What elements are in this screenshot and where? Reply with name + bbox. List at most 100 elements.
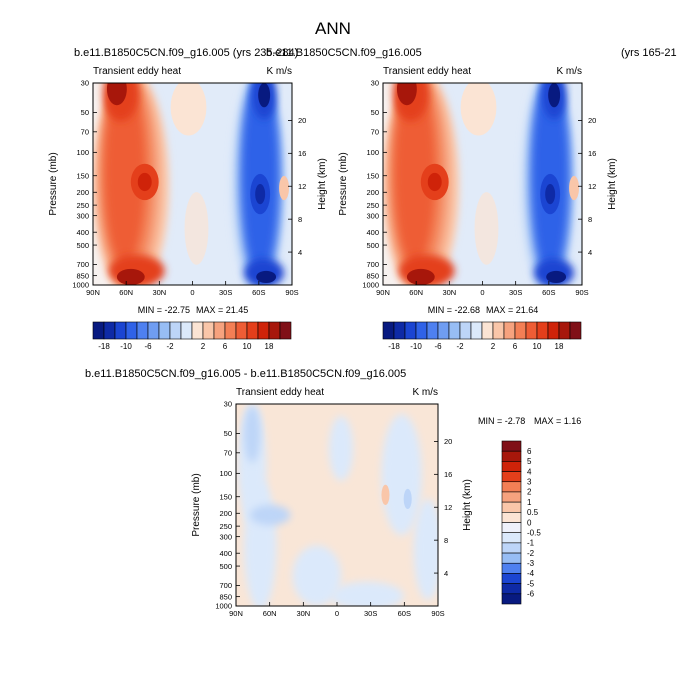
y-tick-label: 250 bbox=[219, 522, 232, 531]
x-tick-label: 90S bbox=[575, 288, 588, 297]
colorbar-swatch bbox=[257, 321, 270, 340]
contour-band bbox=[250, 504, 291, 526]
y-tick-label: 200 bbox=[76, 188, 89, 197]
y-tick-label: 70 bbox=[371, 128, 379, 137]
colorbar-swatch bbox=[426, 321, 439, 340]
colorbar-swatch bbox=[501, 461, 522, 472]
colorbar-swatch bbox=[501, 481, 522, 493]
panel-difference: b.e11.B1850C5CN.f09_g16.005 - b.e11.B185… bbox=[85, 368, 581, 618]
colorbar-label: 6 bbox=[223, 342, 228, 351]
x-tick-label: 30S bbox=[219, 288, 232, 297]
x-tick-label: 0 bbox=[190, 288, 194, 297]
panel2-ylabel-right: Height (km) bbox=[607, 158, 618, 210]
colorbar-swatch bbox=[547, 321, 560, 340]
colorbar-swatch bbox=[501, 450, 522, 462]
y-tick-label: 300 bbox=[76, 211, 89, 220]
panel2-max: MAX = 21.64 bbox=[486, 305, 538, 315]
panel2-axes: 90N 60N 30N 0 30S 60S 90S 30 50 70 100 150 200 250300… bbox=[362, 79, 596, 297]
colorbar-swatch bbox=[459, 321, 472, 340]
x-tick-label: 60N bbox=[119, 288, 133, 297]
y-tick-label: 400 bbox=[76, 228, 89, 237]
colorbar-label: -2 bbox=[456, 342, 464, 351]
contour-band bbox=[545, 184, 556, 205]
y-tick-label: 100 bbox=[76, 148, 89, 157]
colorbar-swatch bbox=[158, 321, 171, 340]
colorbar-label: -2 bbox=[527, 549, 535, 558]
contour-band bbox=[258, 83, 271, 108]
figure-title: ANN bbox=[315, 19, 351, 38]
colorbar-label: 4 bbox=[527, 467, 532, 476]
height-tick-label: 16 bbox=[588, 149, 596, 158]
colorbar-swatch bbox=[525, 321, 538, 340]
colorbar-swatch bbox=[224, 321, 237, 340]
colorbar-label: 2 bbox=[491, 342, 496, 351]
x-tick-label: 30S bbox=[509, 288, 522, 297]
contour-band bbox=[106, 83, 127, 106]
colorbar-swatch bbox=[393, 321, 406, 340]
height-tick-label: 8 bbox=[444, 536, 448, 545]
height-tick-label: 20 bbox=[444, 437, 452, 446]
colorbar-label: -18 bbox=[388, 342, 400, 351]
panel2-field bbox=[383, 83, 582, 285]
x-tick-label: 60S bbox=[398, 609, 411, 618]
colorbar-label: 10 bbox=[533, 342, 542, 351]
y-tick-label: 850 bbox=[366, 271, 379, 280]
colorbar-label: -4 bbox=[527, 569, 535, 578]
panel1-colorbar: -18 -10 -6 -2 2 6 10 18 bbox=[92, 321, 292, 351]
height-tick-label: 16 bbox=[298, 149, 306, 158]
colorbar-swatch bbox=[415, 321, 428, 340]
x-tick-label: 60S bbox=[542, 288, 555, 297]
y-tick-label: 150 bbox=[219, 492, 232, 501]
y-tick-label: 30 bbox=[371, 79, 379, 88]
panel1-ylabel: Pressure (mb) bbox=[48, 152, 59, 215]
panel1-axes: 90N 60N 30N 0 30S 60S 90S 30 50 70 100 150 200 250300… bbox=[72, 79, 306, 297]
panel1-units: K m/s bbox=[266, 66, 292, 77]
contour-band bbox=[396, 83, 417, 106]
contour-band bbox=[548, 83, 561, 108]
y-tick-label: 500 bbox=[76, 241, 89, 250]
colorbar-swatch bbox=[501, 471, 522, 483]
colorbar-label: 18 bbox=[265, 342, 274, 351]
colorbar-swatch bbox=[501, 512, 522, 523]
colorbar-swatch bbox=[501, 552, 522, 564]
height-tick-label: 12 bbox=[298, 182, 306, 191]
panel2-units: K m/s bbox=[556, 66, 582, 77]
x-tick-label: 90S bbox=[431, 609, 444, 618]
colorbar-swatch bbox=[501, 562, 522, 574]
colorbar-swatch bbox=[191, 321, 204, 340]
y-tick-label: 100 bbox=[366, 148, 379, 157]
contour-band bbox=[403, 488, 412, 510]
y-tick-label: 70 bbox=[81, 128, 89, 137]
colorbar-label: -1 bbox=[527, 539, 535, 548]
colorbar-swatch bbox=[501, 583, 522, 595]
colorbar-swatch bbox=[92, 321, 105, 340]
y-tick-label: 300 bbox=[366, 211, 379, 220]
y-tick-label: 50 bbox=[81, 108, 89, 117]
contour-band bbox=[279, 175, 290, 201]
colorbar-swatch bbox=[169, 321, 182, 340]
contour-band bbox=[328, 416, 354, 481]
y-tick-label: 30 bbox=[81, 79, 89, 88]
x-tick-label: 30N bbox=[152, 288, 166, 297]
colorbar-label: 2 bbox=[527, 488, 532, 497]
contour-band bbox=[460, 83, 497, 136]
panel2-min: MIN = -22.68 bbox=[428, 305, 480, 315]
height-tick-label: 12 bbox=[444, 503, 452, 512]
height-tick-label: 4 bbox=[298, 248, 302, 257]
colorbar-label: 0 bbox=[527, 518, 532, 527]
colorbar-swatch bbox=[501, 501, 522, 513]
contour-band bbox=[170, 83, 207, 136]
panel-case1: Transient eddy heat K m/s 90N 60N 30N 0 30S 6… bbox=[48, 66, 328, 351]
contour-band bbox=[546, 270, 567, 283]
contour-band bbox=[474, 192, 499, 265]
x-tick-label: 60N bbox=[409, 288, 423, 297]
x-tick-label: 0 bbox=[480, 288, 484, 297]
panel1-variable: Transient eddy heat bbox=[93, 66, 181, 77]
y-tick-label: 300 bbox=[219, 532, 232, 541]
colorbar-label: 5 bbox=[527, 457, 532, 466]
panel3-ylabel-right: Height (km) bbox=[462, 479, 473, 531]
panel3-min: MIN = -2.78 bbox=[478, 416, 525, 426]
x-tick-label: 90S bbox=[285, 288, 298, 297]
contour-band bbox=[256, 270, 277, 283]
